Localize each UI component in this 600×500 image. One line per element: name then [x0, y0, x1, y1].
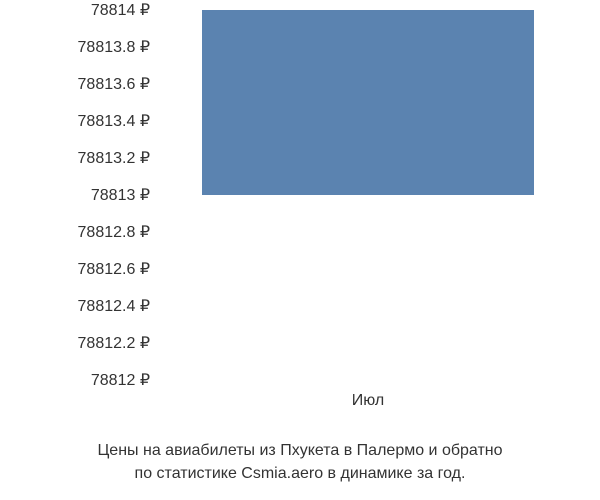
bar-july: [202, 10, 534, 195]
y-tick-label: 78812.4 ₽: [78, 296, 150, 316]
y-tick-label: 78813.6 ₽: [78, 74, 150, 94]
y-tick-label: 78813.8 ₽: [78, 37, 150, 57]
y-tick-label: 78813.2 ₽: [78, 148, 150, 168]
y-tick-label: 78813 ₽: [91, 185, 150, 205]
chart-caption: Цены на авиабилеты из Пхукета в Палермо …: [0, 440, 600, 485]
caption-line-2: по статистике Csmia.aero в динамике за г…: [135, 465, 466, 482]
y-tick-label: 78814 ₽: [91, 0, 150, 20]
caption-line-1: Цены на авиабилеты из Пхукета в Палермо …: [97, 442, 502, 459]
y-tick-label: 78812.8 ₽: [78, 222, 150, 242]
y-axis: 78814 ₽ 78813.8 ₽ 78813.6 ₽ 78813.4 ₽ 78…: [0, 0, 170, 380]
chart-container: 78814 ₽ 78813.8 ₽ 78813.6 ₽ 78813.4 ₽ 78…: [0, 0, 600, 420]
x-tick-label: Июл: [352, 392, 384, 410]
y-tick-label: 78812.6 ₽: [78, 259, 150, 279]
y-tick-label: 78812 ₽: [91, 370, 150, 390]
y-tick-label: 78813.4 ₽: [78, 111, 150, 131]
plot-area: Июл: [170, 10, 570, 380]
y-tick-label: 78812.2 ₽: [78, 333, 150, 353]
